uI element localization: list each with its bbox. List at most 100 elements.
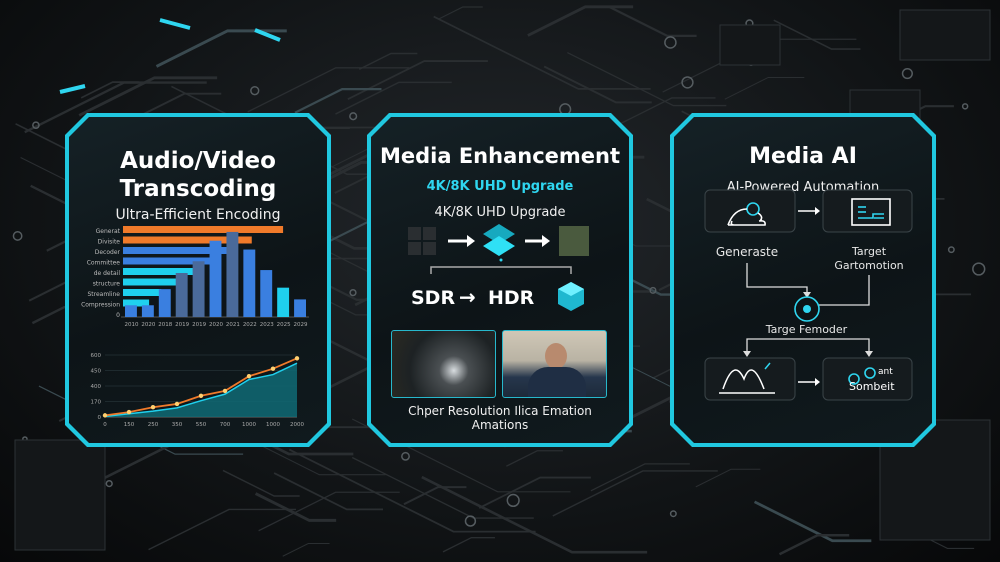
- x-tick-label: 350: [172, 422, 183, 428]
- area-series: [105, 363, 297, 417]
- glow-trace: [254, 28, 281, 42]
- circuit-trace: [254, 492, 337, 522]
- circuit-trace: [552, 470, 718, 517]
- data-point: [199, 394, 203, 398]
- circuit-trace: [506, 450, 563, 467]
- circuit-trace: [335, 81, 452, 115]
- panel-transcoding: Audio/Video Transcoding Ultra-Efficient …: [65, 113, 331, 447]
- circuit-pad: [32, 121, 40, 130]
- y-tick-label: 0: [98, 415, 102, 421]
- x-tick-label: 2022: [243, 322, 257, 328]
- vertical-bar: [210, 241, 222, 317]
- sample-image-particles: [391, 330, 496, 398]
- node-label-ant: ant: [878, 367, 893, 377]
- circuit-trace: [78, 76, 218, 117]
- x-tick-label: 150: [124, 422, 135, 428]
- horizontal-bar: [123, 247, 231, 254]
- arrow-right-icon: [798, 207, 820, 215]
- panel-subtitle: 4K/8K UHD Upgrade: [434, 205, 566, 220]
- circuit-trace: [80, 81, 139, 99]
- panel-subtitle: Ultra-Efficient Encoding: [115, 207, 281, 223]
- circuit-trace: [358, 52, 418, 71]
- user-search-icon: [728, 203, 765, 225]
- vertical-bar: [243, 250, 255, 317]
- caption-line2: Amations: [471, 418, 529, 432]
- circuit-pad: [250, 86, 260, 96]
- x-tick-label: 1000: [266, 422, 280, 428]
- caption-line1: Chper Resolution Ilica Emation: [408, 404, 592, 418]
- panel-subtitle-accent: 4K/8K UHD Upgrade: [426, 179, 574, 194]
- x-tick-label: 250: [148, 422, 159, 428]
- bar-category-label: Compression: [81, 302, 120, 309]
- x-tick-label: 550: [196, 422, 207, 428]
- circuit-trace: [433, 15, 651, 90]
- data-point: [295, 356, 299, 360]
- panel-title: Media AI: [749, 144, 857, 169]
- circuit-pad: [349, 112, 358, 121]
- y-tick-label: 170: [91, 400, 102, 406]
- chip: [719, 24, 781, 66]
- circuit-trace: [590, 463, 690, 492]
- circuit-trace: [753, 500, 872, 543]
- image-thumbnail: [559, 226, 589, 256]
- horizontal-bar: [123, 289, 161, 296]
- horizontal-bar: [123, 268, 196, 275]
- chip: [899, 9, 991, 61]
- panel-title-line2: Transcoding: [119, 176, 277, 202]
- bar-category-label: Decoder: [95, 249, 121, 256]
- circuit-trace: [421, 475, 648, 554]
- horizontal-bar: [123, 237, 252, 244]
- nodes-icon: [849, 368, 875, 384]
- sample-image-person: [502, 330, 607, 398]
- horizontal-bar: [123, 226, 283, 233]
- vertical-bar: [142, 305, 154, 317]
- x-tick-label: 2025: [277, 322, 291, 328]
- vertical-bar: [193, 261, 205, 317]
- connector-line: [431, 267, 571, 274]
- cube-icon: [558, 282, 584, 311]
- arrow-right-icon: [798, 378, 820, 386]
- circuit-trace: [695, 468, 761, 488]
- vertical-bar: [226, 232, 238, 317]
- panel-media-enhancement: Media Enhancement 4K/8K UHD Upgrade 4K/8…: [367, 113, 633, 447]
- circuit-trace: [148, 508, 297, 551]
- line-series: [105, 363, 297, 416]
- circuit-trace: [347, 60, 488, 101]
- circuit-pad: [105, 479, 113, 488]
- sdr-label: SDR: [411, 287, 456, 309]
- circuit-trace: [282, 542, 330, 557]
- circuit-trace: [478, 476, 591, 509]
- x-tick-label: 2029: [294, 322, 308, 328]
- circuit-trace: [442, 537, 495, 553]
- glow-trace: [59, 84, 86, 94]
- y-tick-label: 600: [91, 353, 102, 359]
- panel-title-line1: Audio/Video: [120, 148, 276, 174]
- circuit-pad: [681, 76, 694, 89]
- data-point: [223, 389, 227, 393]
- vertical-bar: [125, 305, 137, 317]
- circuit-trace: [567, 51, 727, 107]
- circuit-pad: [649, 286, 657, 294]
- bar-chart: Generat Divisite Decoder Committee de detail…: [75, 222, 325, 332]
- x-tick-label: 2019: [192, 322, 206, 328]
- circuit-pad: [401, 451, 410, 461]
- x-tick-label: 0: [103, 422, 107, 428]
- vertical-bar: [260, 270, 272, 317]
- data-point: [175, 402, 179, 406]
- x-tick-label: 1000: [242, 422, 256, 428]
- node-label-sombeit: Sombeit: [849, 380, 895, 393]
- bar-category-label: Divisite: [98, 239, 121, 246]
- circuit-pad: [349, 288, 357, 297]
- panel-media-ai: Media AI AI-Powered Automation: [670, 113, 936, 447]
- data-point: [271, 367, 275, 371]
- node-label-target-line1: Target: [851, 245, 887, 258]
- glow-trace: [159, 18, 191, 30]
- circuit-trace: [403, 486, 467, 506]
- circuit-trace: [247, 67, 410, 113]
- connector-line: [819, 275, 869, 305]
- vertical-bar: [294, 299, 306, 317]
- data-point: [247, 374, 251, 378]
- circuit-trace: [438, 6, 483, 20]
- circuit-trace: [155, 29, 287, 68]
